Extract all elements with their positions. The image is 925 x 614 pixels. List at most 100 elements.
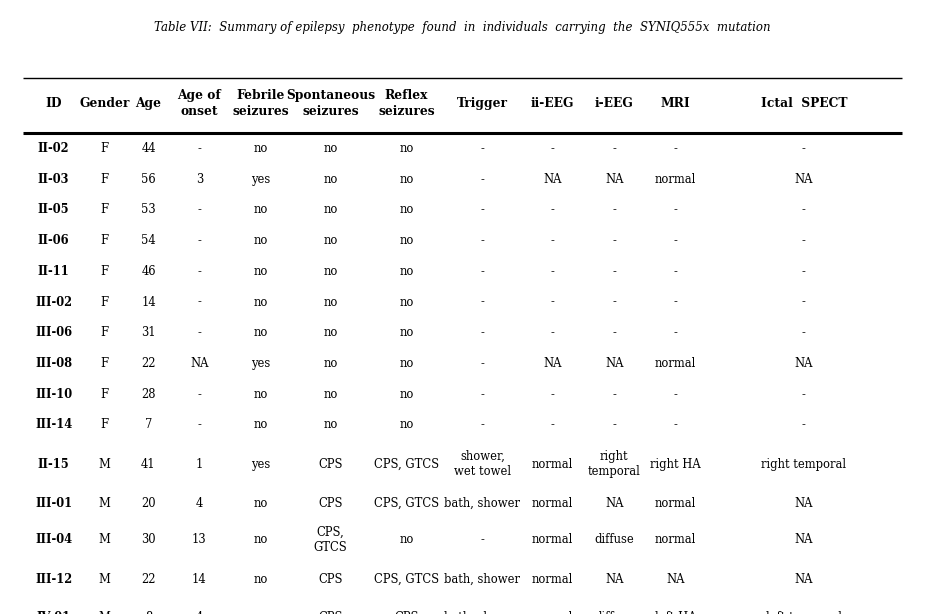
Text: no: no — [324, 295, 338, 309]
Text: normal: normal — [532, 573, 573, 586]
Text: F: F — [101, 173, 108, 186]
Text: no: no — [253, 533, 267, 546]
Text: 44: 44 — [142, 142, 155, 155]
Text: normal: normal — [532, 533, 573, 546]
Text: -: - — [480, 203, 485, 217]
Text: ID: ID — [45, 97, 62, 111]
Text: i-EEG: i-EEG — [595, 97, 634, 111]
Text: no: no — [253, 497, 267, 510]
Text: -: - — [197, 387, 202, 401]
Text: 7: 7 — [145, 418, 152, 432]
Text: CPS, GTCS: CPS, GTCS — [374, 573, 439, 586]
Text: 4: 4 — [196, 497, 203, 510]
Text: II-15: II-15 — [38, 457, 69, 471]
Text: ii-EEG: ii-EEG — [530, 97, 574, 111]
Text: -: - — [802, 142, 806, 155]
Text: F: F — [101, 418, 108, 432]
Text: Age of
onset: Age of onset — [178, 89, 221, 119]
Text: MRI: MRI — [660, 97, 691, 111]
Text: -: - — [673, 234, 678, 247]
Text: CPS: CPS — [318, 573, 343, 586]
Text: II-11: II-11 — [38, 265, 69, 278]
Text: III-01: III-01 — [35, 497, 72, 510]
Text: -: - — [802, 203, 806, 217]
Text: Febrile
seizures: Febrile seizures — [232, 89, 289, 119]
Text: no: no — [324, 265, 338, 278]
Text: -: - — [480, 173, 485, 186]
Text: -: - — [480, 265, 485, 278]
Text: III-10: III-10 — [35, 387, 72, 401]
Text: yes: yes — [251, 457, 270, 471]
Text: Gender: Gender — [80, 97, 130, 111]
Text: NA: NA — [543, 357, 561, 370]
Text: -: - — [550, 418, 554, 432]
Text: M: M — [99, 573, 110, 586]
Text: F: F — [101, 387, 108, 401]
Text: no: no — [324, 387, 338, 401]
Text: no: no — [253, 611, 267, 614]
Text: normal: normal — [532, 497, 573, 510]
Text: 30: 30 — [142, 533, 155, 546]
Text: -: - — [197, 234, 202, 247]
Text: -: - — [550, 387, 554, 401]
Text: 3: 3 — [196, 173, 203, 186]
Text: yes: yes — [251, 357, 270, 370]
Text: NA: NA — [795, 357, 813, 370]
Text: 8: 8 — [145, 611, 152, 614]
Text: bath, shower: bath, shower — [444, 573, 521, 586]
Text: Ictal  SPECT: Ictal SPECT — [760, 97, 847, 111]
Text: no: no — [400, 203, 413, 217]
Text: NA: NA — [605, 497, 623, 510]
Text: -: - — [612, 387, 616, 401]
Text: no: no — [400, 142, 413, 155]
Text: -: - — [612, 234, 616, 247]
Text: no: no — [253, 573, 267, 586]
Text: M: M — [99, 533, 110, 546]
Text: II-02: II-02 — [38, 142, 69, 155]
Text: 22: 22 — [142, 357, 155, 370]
Text: normal: normal — [655, 357, 697, 370]
Text: 4: 4 — [196, 611, 203, 614]
Text: no: no — [400, 387, 413, 401]
Text: CPS, GTCS: CPS, GTCS — [374, 497, 439, 510]
Text: diffuse: diffuse — [595, 611, 634, 614]
Text: F: F — [101, 326, 108, 340]
Text: no: no — [400, 234, 413, 247]
Text: -: - — [197, 142, 202, 155]
Text: III-08: III-08 — [35, 357, 72, 370]
Text: NA: NA — [667, 573, 684, 586]
Text: no: no — [324, 234, 338, 247]
Text: normal: normal — [655, 497, 697, 510]
Text: no: no — [324, 357, 338, 370]
Text: NA: NA — [605, 173, 623, 186]
Text: NA: NA — [795, 173, 813, 186]
Text: -: - — [802, 234, 806, 247]
Text: Trigger: Trigger — [457, 97, 508, 111]
Text: -: - — [612, 142, 616, 155]
Text: 13: 13 — [192, 533, 206, 546]
Text: III-14: III-14 — [35, 418, 72, 432]
Text: 1: 1 — [196, 457, 203, 471]
Text: no: no — [253, 387, 267, 401]
Text: left HA: left HA — [655, 611, 697, 614]
Text: III-04: III-04 — [35, 533, 72, 546]
Text: no: no — [253, 265, 267, 278]
Text: CPS,
GTCS: CPS, GTCS — [314, 526, 348, 554]
Text: -: - — [673, 418, 678, 432]
Text: right HA: right HA — [650, 457, 701, 471]
Text: -: - — [480, 418, 485, 432]
Text: -: - — [480, 295, 485, 309]
Text: -: - — [802, 387, 806, 401]
Text: no: no — [400, 357, 413, 370]
Text: II-06: II-06 — [38, 234, 69, 247]
Text: M: M — [99, 457, 110, 471]
Text: NA: NA — [795, 533, 813, 546]
Text: no: no — [400, 265, 413, 278]
Text: normal: normal — [532, 457, 573, 471]
Text: II-03: II-03 — [38, 173, 69, 186]
Text: 14: 14 — [192, 573, 206, 586]
Text: -: - — [612, 418, 616, 432]
Text: F: F — [101, 142, 108, 155]
Text: -: - — [550, 142, 554, 155]
Text: -: - — [673, 295, 678, 309]
